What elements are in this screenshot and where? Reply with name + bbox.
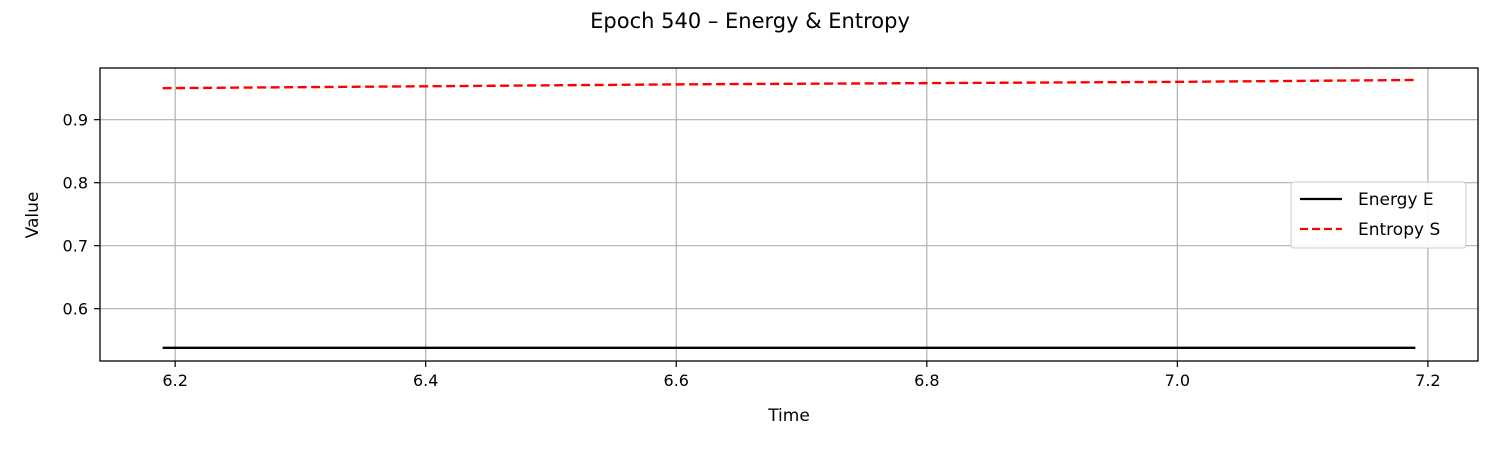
y-tick-label: 0.7 (63, 237, 88, 256)
x-axis-label: Time (767, 406, 810, 426)
x-tick-label: 7.0 (1165, 371, 1190, 390)
series-lines (162, 78, 1416, 349)
chart-title: Epoch 540 – Energy & Entropy (590, 9, 910, 33)
grid-lines (100, 68, 1478, 361)
axis-ticks: 6.2 6.4 6.6 6.8 7.0 7.2 0.6 0.7 0.8 0.9 (63, 111, 1441, 390)
x-tick-label: 6.6 (664, 371, 689, 390)
legend-label-energy: Energy E (1358, 190, 1434, 210)
x-tick-label: 6.4 (413, 371, 438, 390)
x-tick-label: 6.8 (914, 371, 939, 390)
x-tick-label: 6.2 (162, 371, 187, 390)
plot-frame (99, 67, 1479, 362)
y-axis-label: Value (23, 192, 43, 239)
legend-label-entropy: Entropy S (1358, 220, 1440, 240)
legend: Energy E Entropy S (1290, 181, 1467, 249)
y-tick-label: 0.8 (63, 174, 88, 193)
series-line-entropy-s (162, 78, 1416, 90)
y-tick-label: 0.9 (63, 111, 88, 130)
x-tick-label: 7.2 (1415, 371, 1440, 390)
y-tick-label: 0.6 (63, 300, 88, 319)
